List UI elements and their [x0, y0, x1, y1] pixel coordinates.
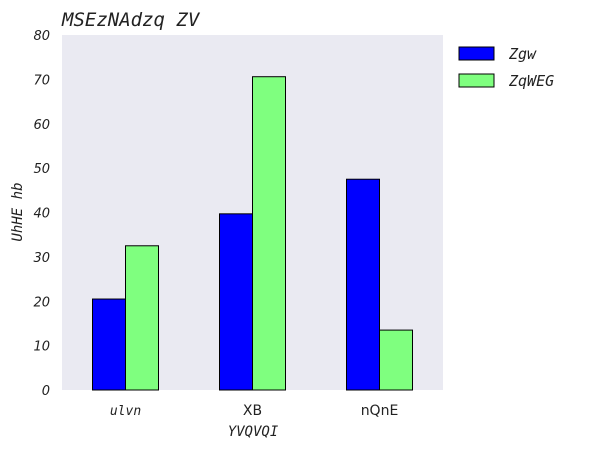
x-axis-ticks: ulvn XB nQnE	[110, 403, 398, 419]
x-tick-label: XB	[243, 403, 262, 419]
x-tick-label: ulvn	[110, 404, 141, 419]
bar-zqweg-0	[125, 245, 159, 391]
y-axis-ticks: 0 10 20 30 40 50 60 70 80	[33, 29, 50, 399]
legend-label: ZqWEG	[508, 72, 554, 90]
bar-zqweg-2	[379, 329, 413, 391]
y-tick-label: 10	[33, 340, 50, 355]
bar-zqweg-1	[252, 76, 286, 391]
y-tick-label: 20	[33, 295, 50, 310]
y-tick-label: 70	[33, 73, 50, 88]
y-tick-label: 30	[33, 251, 50, 266]
legend: Zgw ZqWEG	[458, 45, 554, 90]
y-tick-label: 80	[33, 29, 50, 44]
y-tick-label: 0	[42, 384, 50, 399]
x-axis-label: YVQVQI	[228, 424, 279, 440]
legend-label: Zgw	[508, 45, 537, 63]
bar-zgw-1	[219, 213, 253, 391]
chart-title: MSEzNAdzq ZV	[61, 9, 201, 31]
y-tick-label: 60	[33, 118, 50, 133]
legend-swatch-zqweg	[458, 73, 495, 88]
y-axis-label: UhHE hb	[10, 182, 26, 241]
bars-group	[92, 76, 413, 391]
bar-zgw-0	[92, 298, 126, 391]
y-tick-label: 40	[33, 207, 50, 222]
y-tick-label: 50	[33, 162, 50, 177]
bar-zgw-2	[346, 178, 380, 391]
x-tick-label: nQnE	[361, 403, 399, 419]
legend-swatch-zgw	[458, 46, 495, 61]
